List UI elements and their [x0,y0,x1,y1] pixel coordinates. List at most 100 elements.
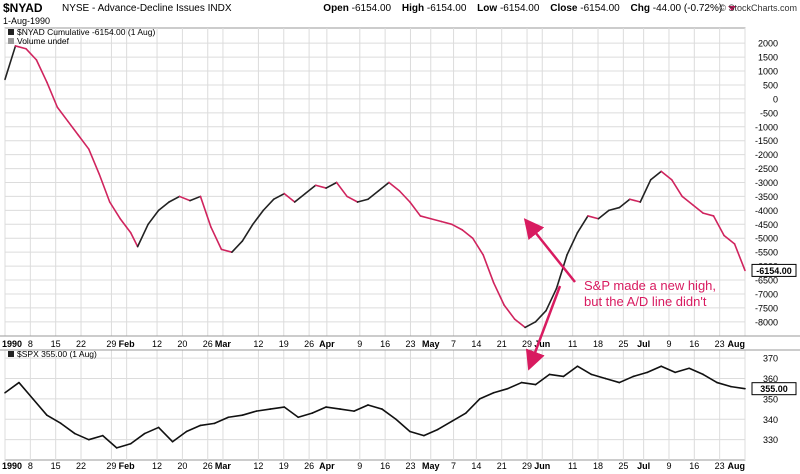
series-segment [255,408,272,412]
series-segment [77,134,90,150]
series-segment [199,422,216,427]
series-segment [367,404,383,410]
stockcharts-brand: © StockCharts.com [719,3,797,13]
series-segment [702,373,718,384]
series-segment [14,45,27,50]
arrow-to-spx [525,285,562,371]
x-tick-label: 14 [471,339,481,349]
y-tick-label: -1000 [755,122,778,132]
series-segment [545,287,558,312]
series-segment [395,418,411,433]
x-tick-label: 26 [203,461,213,471]
panel-separator [0,336,800,350]
series-segment [471,237,485,256]
high-label: High [401,3,425,14]
y-tick-label: -3500 [755,192,778,202]
x-tick-label: 23 [715,461,725,471]
series-segment [143,426,160,435]
series-segment [168,195,181,203]
y-tick-label: -4500 [755,220,778,230]
series-segment [548,373,565,378]
x-tick-label: Jun [534,339,550,349]
series-segment [674,367,690,374]
x-tick-label: Aug [728,461,746,471]
x-tick-label: 8 [28,461,33,471]
series-segment [691,203,704,214]
series-segment [304,184,317,195]
y-tick-label: 1500 [758,53,778,63]
series-segment [688,367,704,376]
series-segment [464,398,481,414]
series-segment [252,209,265,226]
series-segment [136,223,149,248]
series-segment [325,406,341,410]
series-segment [67,120,80,136]
x-tick-label: 23 [405,339,415,349]
x-tick-label: May [422,339,440,349]
series-segment [46,414,62,425]
y-tick-label: -7000 [755,289,778,299]
x-tick-label: 26 [203,339,213,349]
series-segment [590,373,607,380]
series-segment [129,432,146,445]
series-segment [157,201,170,212]
series-segment [35,59,48,83]
series-segment [618,198,631,209]
y-tick-label: -5500 [755,248,778,258]
series-segment [419,215,432,220]
series-segment [314,184,327,189]
x-tick-label: 1990 [2,461,22,471]
series-segment [353,404,369,412]
x-tick-label: 20 [177,339,187,349]
symbol-description: NYSE - Advance-Decline Issues INDX [62,3,232,14]
x-tick-label: 8 [28,339,33,349]
series-segment [4,45,17,81]
spx-frame [4,349,746,461]
series-segment [702,212,715,217]
series-segment [639,178,652,203]
series-segment [220,248,233,253]
series-segment [262,198,275,212]
x-tick-label: 19 [279,461,289,471]
x-tick-label: 29 [522,339,532,349]
series-segment [101,434,118,449]
series-segment [608,206,621,212]
x-tick-label: Feb [119,461,136,471]
x-tick-label: Apr [319,339,335,349]
series-segment [409,201,422,217]
x-tick-label: Jul [637,461,650,471]
x-tick-label: 12 [253,461,263,471]
series-segment [534,373,551,386]
legend-entry: Volume undef [17,36,70,46]
nyad-panel: 2000 1500 1000 500 0 -500 -1000 -1500 -2000 -2500… [4,27,797,338]
series-segment [147,209,160,226]
x-tick-label: 7 [451,461,456,471]
x-tick-label: 22 [76,339,86,349]
series-segment [108,201,121,220]
series-segment [450,412,467,423]
series-segment [440,220,453,226]
last-value-box [751,382,797,396]
series-segment [520,381,537,386]
series-segment [335,181,348,198]
series-segment [604,377,621,384]
y-tick-label: 360 [763,374,778,384]
series-segment [430,217,443,223]
x-tick-label: 20 [177,461,187,471]
x-tick-label: 29 [522,461,532,471]
x-tick-label: 23 [405,461,415,471]
series-segment [649,170,663,181]
x-tick-label: 21 [497,339,507,349]
series-segment [171,430,188,443]
spx-panel: 370 360 350 340 330 $SPX 355.00 (1 Aug) 355.00 [4,349,797,461]
series-segment [213,416,230,425]
last-value-box [751,263,797,277]
series-segment [587,215,600,220]
y-tick-label: 350 [763,394,778,404]
series-segment [576,365,593,376]
high-value: -6154.00 [426,3,467,14]
series-segment [716,381,732,388]
close-value: -6154.00 [580,3,620,14]
series-segment [388,181,401,192]
series-segment [115,442,132,449]
